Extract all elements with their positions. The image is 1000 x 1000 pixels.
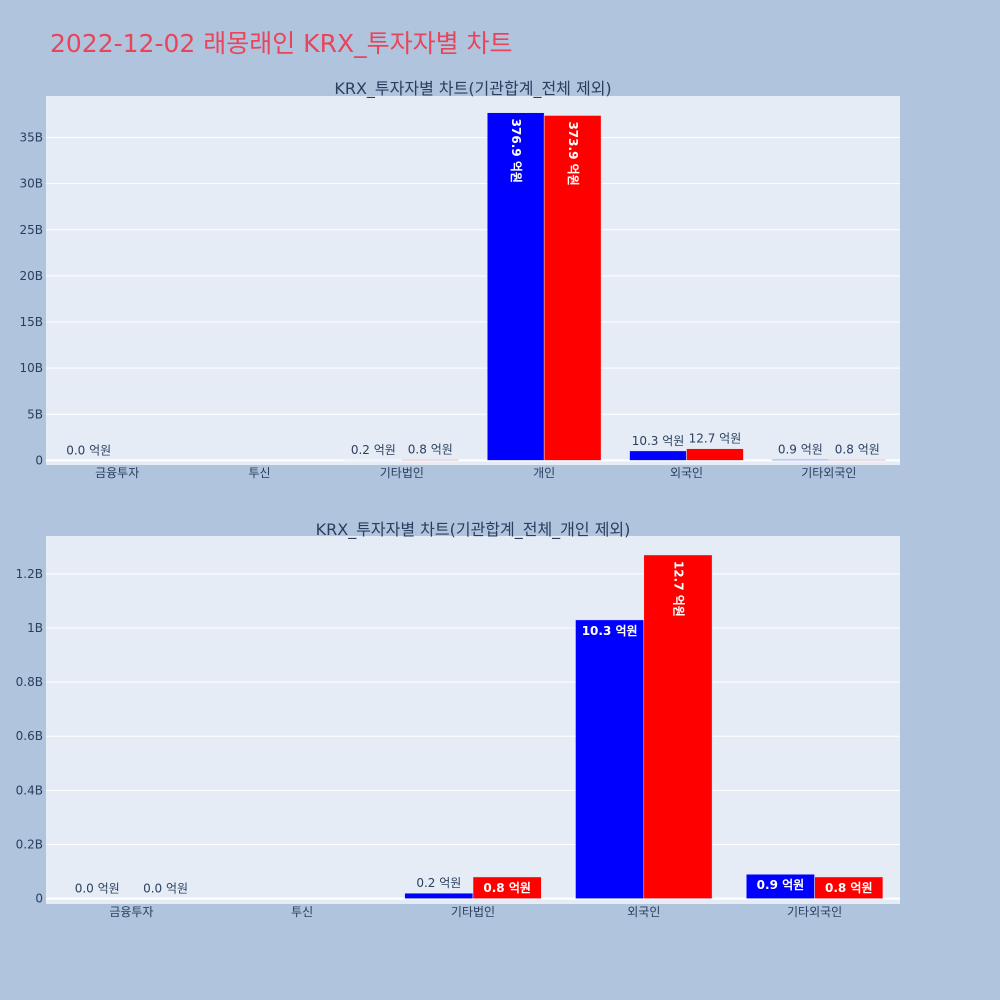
bar [575,619,645,899]
y-tick-label: 1.2B [16,567,43,581]
y-tick-label: 35B [19,131,43,145]
y-tick-label: 1B [27,621,43,635]
x-tick-label: 외국인 [627,905,660,919]
bar-value-label: 373.9 억원 [566,121,580,185]
x-tick-label: 금융투자 [109,905,153,919]
y-tick-label: 10B [19,361,43,375]
x-tick-label: 기타법인 [380,466,424,480]
bar-value-label: 0.0 억원 [66,443,111,457]
bar-value-label: 0.8 억원 [483,881,531,895]
bar-value-label: 0.9 억원 [757,878,805,892]
x-tick-label: 개인 [533,466,555,480]
plot-area [46,96,900,465]
bar [828,459,887,461]
bar-value-label: 0.8 억원 [825,881,873,895]
bar [472,876,542,899]
y-tick-label: 0 [35,892,43,906]
page-title: 2022-12-02 래몽래인 KRX_투자자별 차트 [50,29,513,58]
x-tick-label: 투신 [248,466,270,480]
subplot-title: KRX_투자자별 차트(기관합계_전체_개인 제외) [316,520,631,540]
x-tick-label: 금융투자 [95,466,139,480]
bar [401,459,460,461]
y-tick-label: 0.2B [16,837,43,851]
bar [629,450,687,461]
y-tick-label: 5B [27,407,43,421]
y-tick-label: 0 [35,453,43,467]
y-tick-label: 15B [19,315,43,329]
chart-1: 0 5B 10B 15B 20B 25B 30B 35B KRX_투자자별 차트(기관합계_전체… [19,79,900,480]
bar [643,554,713,899]
y-tick-label: 0.8B [16,675,43,689]
y-tick-label: 30B [19,177,43,191]
bar [686,448,744,461]
x-tick-label: 기타외국인 [801,466,856,480]
bar [771,459,830,461]
bar-value-label: 10.3 억원 [632,434,685,448]
bar [543,115,602,461]
x-tick-label: 투신 [291,905,313,919]
plot-area [46,536,900,904]
bar-value-label: 0.8 억원 [408,443,453,457]
x-tick-label: 외국인 [670,466,703,480]
bar-value-label: 10.3 억원 [582,624,638,638]
y-tick-label: 25B [19,223,43,237]
x-tick-label: 기타외국인 [787,905,842,919]
subplot-title: KRX_투자자별 차트(기관합계_전체 제외) [334,79,611,99]
y-tick-label: 20B [19,269,43,283]
bar-value-label: 0.2 억원 [351,443,396,457]
bar-value-label: 376.9 억원 [509,119,523,183]
bar-value-label: 12.7 억원 [671,561,685,617]
bar [814,876,884,899]
bar [746,873,815,899]
chart-2: 0 0.2B 0.4B 0.6B 0.8B 1B 1.2B KRX_투자자별 차트(기관합계_… [16,520,900,919]
bar-value-label: 0.0 억원 [75,882,120,896]
y-tick-label: 0.4B [16,783,43,797]
y-tick-label: 0.6B [16,729,43,743]
bar-value-label: 0.8 억원 [835,443,880,457]
bar-value-label: 0.2 억원 [416,876,461,890]
bar [486,112,545,461]
bar [404,892,474,899]
bar-value-label: 12.7 억원 [689,432,742,446]
bar-value-label: 0.0 억원 [143,882,188,896]
x-tick-label: 기타법인 [451,905,495,919]
bar-value-label: 0.9 억원 [778,443,823,457]
